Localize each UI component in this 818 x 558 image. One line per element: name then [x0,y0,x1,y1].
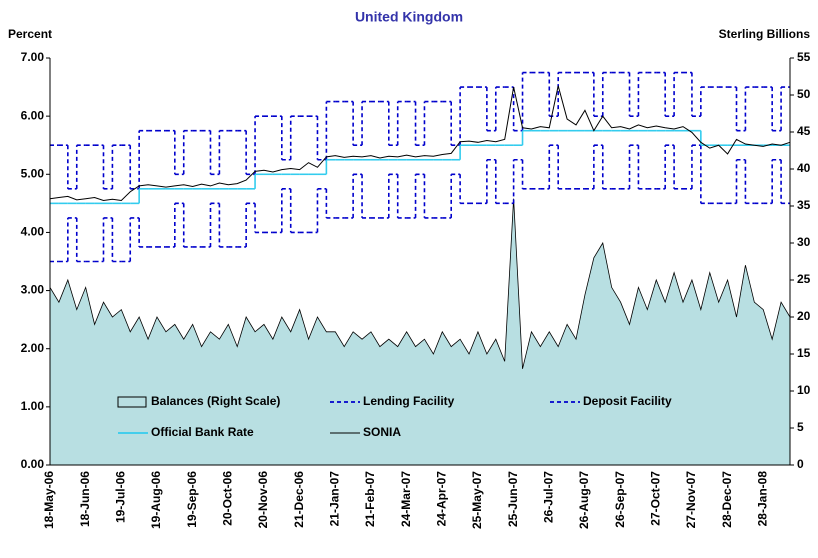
y-tick-label: 4.00 [21,225,45,239]
x-tick-label: 28-Jan-08 [755,471,769,527]
x-tick-label: 20-Nov-06 [256,471,270,529]
x-tick-label: 18-May-06 [42,471,56,529]
x-tick-label: 21-Jan-07 [327,471,341,527]
chart-title: United Kingdom [355,9,463,25]
x-tick-label: 20-Oct-06 [220,471,234,526]
x-tick-label: 25-May-07 [470,471,484,529]
x-tick-label: 27-Nov-07 [684,471,698,529]
y2-tick-label: 15 [797,346,811,360]
x-tick-label: 19-Sep-06 [185,471,199,528]
legend-label: Lending Facility [363,394,455,408]
y2-tick-label: 10 [797,383,811,397]
y2-tick-label: 30 [797,235,811,249]
y-tick-label: 7.00 [21,50,45,64]
legend-label: SONIA [363,425,401,439]
balances-area [49,198,791,466]
legend-label: Deposit Facility [583,394,672,408]
x-tick-label: 27-Oct-07 [648,471,662,526]
x-tick-label: 25-Jun-07 [506,471,520,527]
y-tick-label: 2.00 [21,341,45,355]
x-tick-label: 21-Dec-06 [292,471,306,528]
y2-tick-label: 50 [797,87,811,101]
y2-tick-label: 20 [797,309,811,323]
y-axis-label: Percent [8,27,52,41]
x-tick-label: 26-Aug-07 [577,471,591,529]
x-tick-label: 18-Jun-06 [78,471,92,527]
y2-tick-label: 5 [797,420,804,434]
y-tick-label: 1.00 [21,399,45,413]
sonia-line [49,85,791,201]
x-tick-label: 28-Dec-07 [720,471,734,528]
legend-label: Balances (Right Scale) [151,394,280,408]
y-tick-label: 6.00 [21,108,45,122]
legend-swatch [117,396,147,408]
y-tick-label: 3.00 [21,283,45,297]
y2-tick-label: 0 [797,457,804,471]
x-tick-label: 26-Sep-07 [613,471,627,528]
y2-tick-label: 55 [797,50,811,64]
x-tick-label: 19-Aug-06 [149,471,163,529]
y2-tick-label: 40 [797,161,811,175]
y-tick-label: 0.00 [21,457,45,471]
x-tick-label: 24-Apr-07 [434,471,448,527]
legend-label: Official Bank Rate [151,425,254,439]
y2-tick-label: 35 [797,198,811,212]
x-tick-label: 21-Feb-07 [363,471,377,527]
y2-axis-label: Sterling Billions [719,27,811,41]
x-tick-label: 19-Jul-06 [113,471,127,523]
y2-tick-label: 45 [797,124,811,138]
y2-tick-label: 25 [797,272,811,286]
x-tick-label: 26-Jul-07 [541,471,555,523]
x-tick-label: 24-Mar-07 [399,471,413,527]
y-tick-label: 5.00 [21,166,45,180]
